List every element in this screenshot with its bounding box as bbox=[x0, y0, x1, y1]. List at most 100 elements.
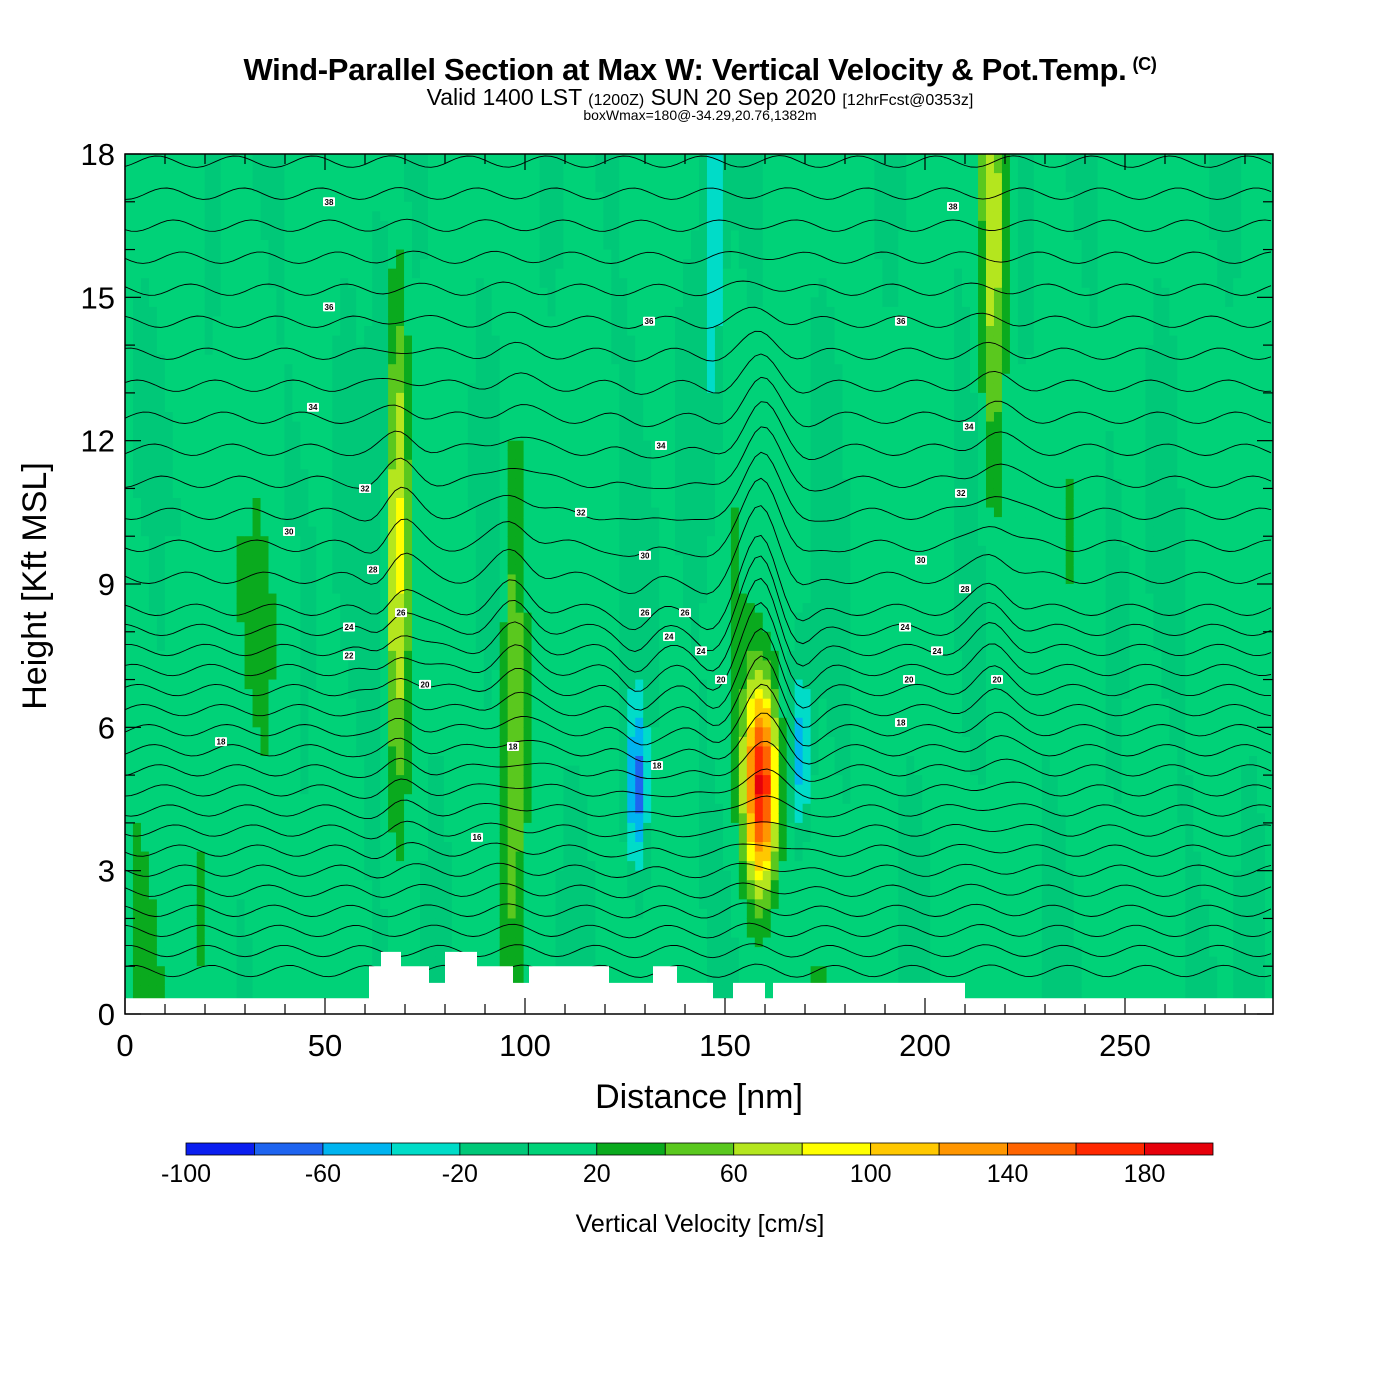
velocity-cell bbox=[180, 899, 190, 910]
velocity-cell bbox=[260, 861, 270, 872]
velocity-cell bbox=[284, 306, 294, 318]
velocity-cell bbox=[196, 459, 206, 470]
velocity-cell bbox=[260, 364, 270, 375]
velocity-cell bbox=[427, 612, 437, 623]
velocity-cell bbox=[244, 412, 254, 423]
velocity-cell bbox=[308, 775, 317, 786]
velocity-cell bbox=[563, 392, 573, 404]
velocity-cell bbox=[252, 459, 262, 470]
velocity-cell bbox=[380, 412, 389, 423]
velocity-cell bbox=[125, 412, 134, 423]
velocity-cell bbox=[507, 555, 517, 566]
velocity-cell bbox=[427, 564, 437, 576]
velocity-cell bbox=[499, 947, 509, 958]
velocity-cell bbox=[340, 899, 349, 910]
velocity-cell bbox=[427, 947, 437, 958]
velocity-cell bbox=[196, 851, 206, 862]
velocity-cell bbox=[332, 306, 341, 318]
velocity-cell bbox=[356, 201, 365, 212]
velocity-cell bbox=[459, 211, 469, 222]
velocity-cell bbox=[523, 813, 533, 824]
velocity-cell bbox=[164, 526, 174, 537]
velocity-cell bbox=[276, 899, 286, 910]
velocity-cell bbox=[196, 402, 206, 413]
velocity-cell bbox=[308, 163, 317, 174]
velocity-cell bbox=[188, 536, 198, 547]
velocity-cell bbox=[236, 650, 246, 662]
velocity-cell bbox=[443, 851, 453, 862]
velocity-cell bbox=[125, 220, 134, 232]
velocity-cell bbox=[276, 450, 286, 461]
velocity-cell bbox=[348, 306, 357, 318]
velocity-cell bbox=[348, 908, 357, 920]
velocity-cell bbox=[132, 899, 142, 910]
velocity-cell bbox=[236, 794, 246, 805]
velocity-cell bbox=[483, 908, 493, 920]
velocity-cell bbox=[515, 966, 525, 977]
velocity-cell bbox=[364, 431, 373, 442]
velocity-cell bbox=[172, 631, 182, 642]
velocity-cell bbox=[427, 660, 437, 671]
velocity-cell bbox=[228, 154, 238, 165]
velocity-cell bbox=[491, 689, 501, 700]
velocity-cell bbox=[483, 574, 493, 585]
velocity-cell bbox=[244, 173, 254, 184]
velocity-cell bbox=[515, 335, 525, 346]
velocity-cell bbox=[555, 870, 565, 881]
velocity-cell bbox=[324, 822, 333, 834]
velocity-cell bbox=[156, 335, 166, 346]
velocity-cell bbox=[531, 928, 541, 939]
velocity-cell bbox=[244, 459, 254, 470]
velocity-cell bbox=[276, 507, 286, 518]
velocity-cell bbox=[300, 182, 309, 193]
velocity-cell bbox=[180, 154, 190, 165]
velocity-cell bbox=[396, 201, 405, 212]
velocity-cell bbox=[451, 402, 461, 413]
velocity-cell bbox=[412, 507, 421, 518]
velocity-cell bbox=[443, 641, 453, 652]
velocity-cell bbox=[380, 201, 389, 212]
velocity-cell bbox=[140, 392, 150, 404]
velocity-cell bbox=[164, 698, 174, 709]
velocity-cell bbox=[244, 679, 254, 690]
velocity-cell bbox=[140, 316, 150, 327]
velocity-cell bbox=[220, 297, 230, 308]
velocity-cell bbox=[276, 650, 286, 662]
velocity-cell bbox=[364, 259, 373, 270]
velocity-cell bbox=[125, 584, 134, 595]
velocity-cell bbox=[284, 507, 294, 518]
velocity-cell bbox=[300, 555, 309, 566]
velocity-cell bbox=[196, 956, 206, 967]
velocity-cell bbox=[292, 259, 301, 270]
velocity-cell bbox=[443, 784, 453, 795]
velocity-cell bbox=[467, 469, 477, 480]
velocity-cell bbox=[443, 230, 453, 241]
velocity-cell bbox=[459, 364, 469, 375]
velocity-cell bbox=[196, 536, 206, 547]
velocity-cell bbox=[380, 784, 389, 795]
velocity-cell bbox=[316, 937, 325, 948]
velocity-cell bbox=[212, 526, 222, 537]
velocity-cell bbox=[563, 450, 573, 461]
velocity-cell bbox=[212, 784, 222, 795]
velocity-cell bbox=[260, 163, 270, 174]
velocity-cell bbox=[308, 412, 317, 423]
velocity-cell bbox=[356, 851, 365, 862]
velocity-cell bbox=[276, 431, 286, 442]
velocity-cell bbox=[356, 182, 365, 193]
velocity-cell bbox=[332, 478, 341, 490]
velocity-cell bbox=[499, 670, 509, 681]
velocity-cell bbox=[125, 306, 134, 318]
velocity-cell bbox=[356, 736, 365, 748]
velocity-cell bbox=[292, 201, 301, 212]
velocity-cell bbox=[419, 450, 429, 461]
velocity-cell bbox=[204, 708, 214, 719]
velocity-cell bbox=[260, 469, 270, 480]
velocity-cell bbox=[427, 364, 437, 375]
velocity-cell bbox=[156, 584, 166, 595]
velocity-cell bbox=[435, 622, 445, 633]
velocity-cell bbox=[300, 383, 309, 394]
velocity-cell bbox=[300, 756, 309, 767]
velocity-cell bbox=[188, 402, 198, 413]
velocity-cell bbox=[507, 593, 517, 604]
